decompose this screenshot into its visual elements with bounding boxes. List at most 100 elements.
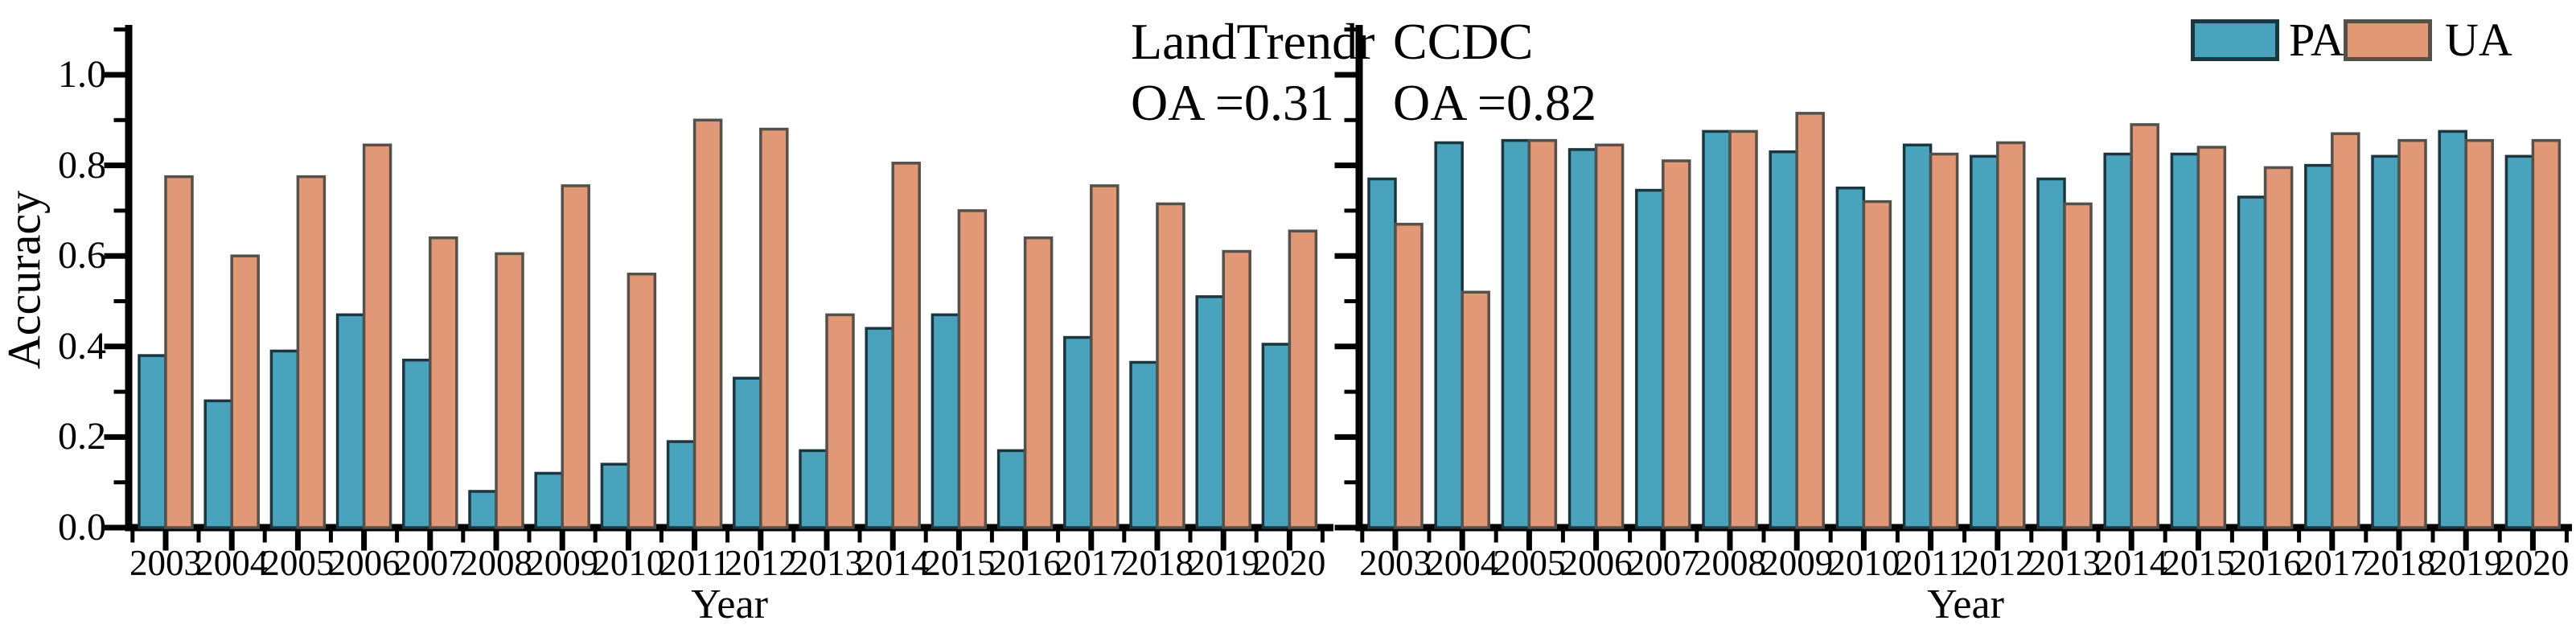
year-label-2016: 2016	[988, 543, 1062, 583]
panel-annotation-ccdc: CCDC OA =0.82	[1393, 11, 1596, 134]
bar-ua-2010	[627, 272, 657, 529]
year-label-2020: 2020	[1253, 543, 1326, 583]
bar-pa-2012	[1970, 154, 1999, 529]
bar-ua-2008	[495, 252, 524, 529]
bar-pa-2007	[1635, 188, 1665, 529]
bar-pa-2013	[799, 449, 828, 529]
bar-pa-2003	[1367, 177, 1397, 529]
bar-pa-2005	[1501, 138, 1531, 529]
bar-pa-2018	[1129, 360, 1159, 529]
bar-ua-2003	[1394, 223, 1424, 529]
bar-pa-2008	[1702, 129, 1732, 529]
bar-ua-2013	[2063, 202, 2093, 529]
year-label-2010: 2010	[1827, 543, 1900, 583]
bar-ua-2011	[692, 118, 723, 529]
bar-ua-2005	[1527, 138, 1558, 529]
bar-ua-2010	[1862, 199, 1892, 529]
bar-ua-2003	[164, 175, 194, 529]
bar-ua-2016	[2263, 166, 2294, 529]
year-label-2012: 2012	[1961, 543, 2034, 583]
bar-pa-2006	[335, 313, 366, 529]
bar-ua-2020	[2531, 138, 2562, 529]
panel-title-ccdc: CCDC	[1393, 13, 1534, 70]
panel-oa-landtrendr: OA =0.31	[1131, 74, 1334, 131]
bar-pa-2014	[2103, 152, 2133, 529]
bar-ua-2009	[1795, 112, 1825, 529]
bar-pa-2008	[468, 490, 498, 529]
bar-ua-2013	[825, 313, 855, 529]
year-label-2010: 2010	[592, 543, 665, 583]
bar-ua-2005	[296, 175, 327, 529]
year-label-2011: 2011	[1895, 543, 1966, 583]
year-label-2016: 2016	[2229, 543, 2302, 583]
year-label-2019: 2019	[1187, 543, 1260, 583]
bar-pa-2016	[2237, 195, 2267, 529]
year-label-2017: 2017	[2295, 543, 2369, 583]
year-label-2014: 2014	[857, 543, 930, 583]
bar-ua-2007	[429, 236, 458, 529]
bar-ua-2017	[2331, 132, 2360, 529]
bar-pa-2015	[2170, 152, 2200, 529]
bar-ua-2014	[2130, 123, 2159, 529]
bar-ua-2018	[1156, 202, 1185, 529]
year-label-2007: 2007	[393, 543, 466, 583]
bar-pa-2012	[733, 376, 762, 529]
year-label-2006: 2006	[1559, 543, 1633, 583]
year-label-2005: 2005	[1493, 543, 1566, 583]
year-label-2005: 2005	[261, 543, 335, 583]
bar-pa-2006	[1567, 148, 1598, 529]
year-label-2015: 2015	[922, 543, 996, 583]
panel-title-landtrendr: LandTrendr	[1131, 13, 1375, 70]
bar-pa-2019	[1195, 295, 1225, 529]
year-label-2003: 2003	[1359, 543, 1432, 583]
bar-ua-2018	[2397, 138, 2427, 529]
bar-ua-2008	[1728, 129, 1758, 529]
bar-pa-2020	[1261, 343, 1292, 529]
year-label-2018: 2018	[1121, 543, 1194, 583]
bar-ua-2012	[759, 127, 789, 529]
bar-ua-2004	[1461, 290, 1490, 529]
year-label-2003: 2003	[129, 543, 202, 583]
bar-ua-2015	[2196, 146, 2227, 529]
bar-ua-2019	[2464, 138, 2494, 529]
year-label-2014: 2014	[2095, 543, 2168, 583]
year-label-2019: 2019	[2430, 543, 2503, 583]
panel-annotation-landtrendr: LandTrendr OA =0.31	[1131, 11, 1374, 134]
year-label-2009: 2009	[526, 543, 599, 583]
year-label-2006: 2006	[327, 543, 401, 583]
bar-ua-2014	[891, 162, 921, 529]
bar-pa-2017	[1063, 335, 1093, 529]
bar-pa-2009	[1769, 150, 1798, 529]
bar-pa-2016	[996, 449, 1027, 529]
bar-pa-2009	[534, 471, 564, 529]
bar-pa-2010	[600, 462, 631, 529]
bar-ua-2016	[1023, 236, 1054, 529]
bar-pa-2018	[2371, 154, 2401, 529]
bar-pa-2015	[931, 313, 961, 529]
panel-oa-ccdc: OA =0.82	[1393, 74, 1596, 131]
bar-pa-2004	[1434, 141, 1464, 529]
bar-ua-2020	[1288, 229, 1318, 529]
bar-ua-2011	[1929, 152, 1959, 529]
bar-ua-2006	[1594, 143, 1625, 529]
year-label-2018: 2018	[2363, 543, 2435, 583]
bar-ua-2004	[230, 254, 260, 529]
bar-ua-2006	[362, 143, 392, 529]
year-label-2008: 2008	[1694, 543, 1766, 583]
year-label-2013: 2013	[2028, 543, 2101, 583]
y-tick-label-0.2: 0.2	[58, 415, 106, 458]
y-tick-label-0.8: 0.8	[58, 143, 106, 187]
bar-pa-2010	[1835, 187, 1866, 529]
bar-pa-2020	[2504, 154, 2535, 529]
bar-ua-2012	[1996, 141, 2026, 529]
y-tick-label-0.4: 0.4	[58, 324, 106, 368]
bar-ua-2017	[1090, 184, 1120, 529]
bar-pa-2003	[138, 354, 167, 529]
bar-ua-2015	[957, 209, 988, 529]
bar-pa-2014	[865, 327, 894, 529]
legend-label-ua: UA	[2445, 14, 2512, 66]
year-label-2011: 2011	[659, 543, 730, 583]
year-label-2020: 2020	[2496, 543, 2570, 583]
x-axis-title-right-panel: Year	[1927, 582, 2004, 627]
